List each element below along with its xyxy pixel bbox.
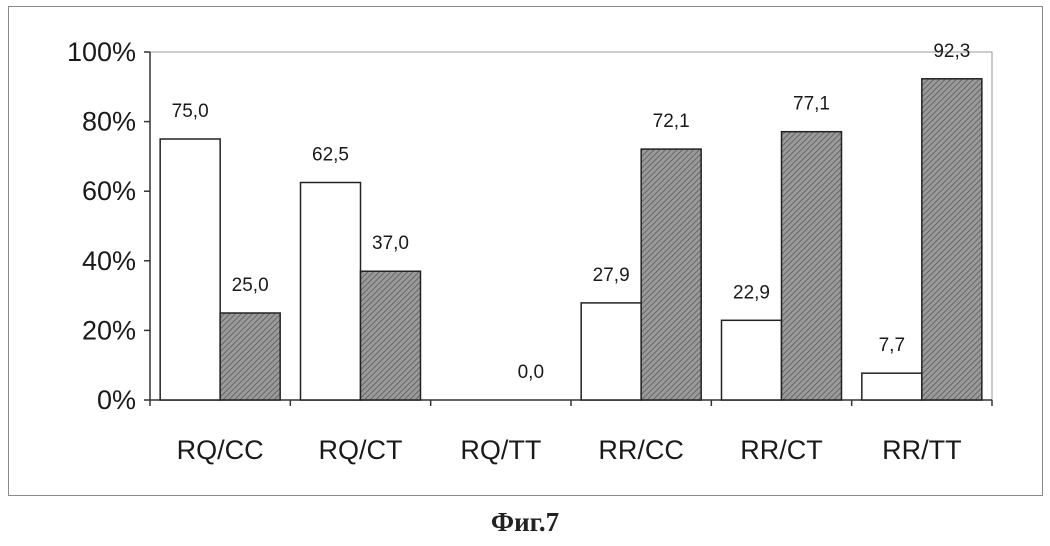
category-label: RR/TT	[882, 435, 961, 465]
category-label: RR/CC	[598, 435, 684, 465]
bar-series-2	[922, 79, 982, 400]
bar-series-1	[160, 139, 220, 400]
bar-series-2	[782, 132, 842, 400]
data-label: 72,1	[653, 111, 690, 132]
y-tick-label: 0%	[97, 385, 136, 415]
data-label: 27,9	[593, 265, 630, 286]
category-label: RQ/CT	[319, 435, 403, 465]
y-tick-label: 60%	[82, 176, 136, 206]
bar-series-1	[862, 373, 922, 400]
bar-series-1	[581, 303, 641, 400]
data-label: 0,0	[518, 362, 544, 383]
category-label: RQ/TT	[460, 435, 541, 465]
category-label: RR/CT	[740, 435, 823, 465]
category-label: RQ/CC	[177, 435, 264, 465]
x-axis: RQ/CC RQ/CT RQ/TT RR/CC RR/CT RR/TT	[150, 400, 992, 465]
data-label: 37,0	[372, 233, 409, 254]
y-axis: 0% 20% 40% 60% 80% 100%	[67, 37, 150, 415]
bar-series-1	[722, 320, 782, 400]
data-label: 22,9	[733, 282, 770, 303]
bars	[160, 79, 982, 400]
data-label: 25,0	[232, 275, 269, 296]
value-labels: 75,0 62,5 27,9 22,9 7,7 25,0 37,0 0,0 72,1 77,1 92…	[172, 41, 971, 383]
data-label: 7,7	[879, 335, 905, 356]
y-tick-label: 20%	[82, 315, 136, 345]
data-label: 92,3	[933, 41, 970, 62]
bar-series-2	[641, 149, 701, 400]
bar-series-2	[361, 271, 421, 400]
bar-series-1	[301, 183, 361, 401]
data-label: 62,5	[312, 145, 349, 166]
y-tick-label: 100%	[67, 37, 136, 67]
data-label: 77,1	[793, 94, 830, 115]
y-tick-label: 80%	[82, 107, 136, 137]
y-tick-label: 40%	[82, 246, 136, 276]
data-label: 75,0	[172, 101, 209, 122]
figure-caption: Фиг.7	[0, 507, 1050, 538]
bar-series-2	[220, 313, 280, 400]
